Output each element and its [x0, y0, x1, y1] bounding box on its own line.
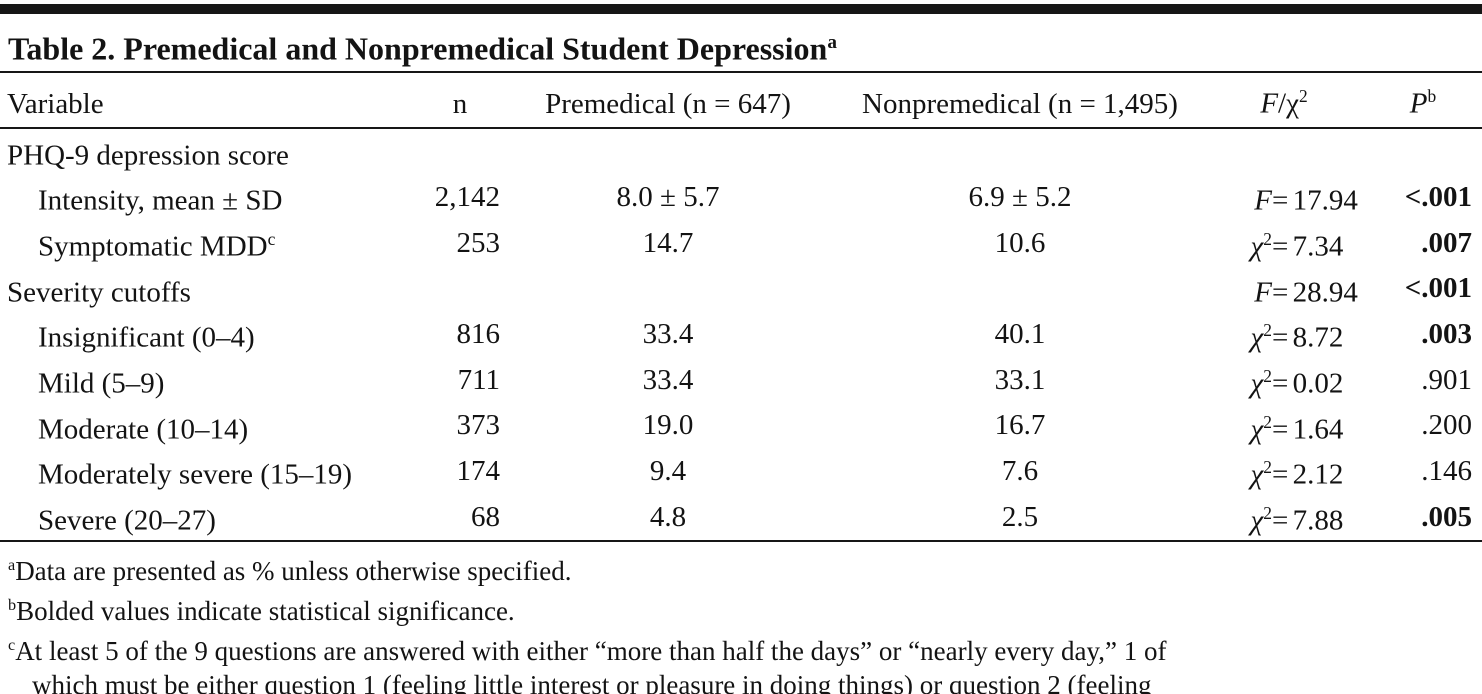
cell-premedical: 14.7	[642, 226, 694, 259]
data-table: Variable n Premedical (n = 647) Nonpreme…	[0, 72, 1482, 542]
table-top-rule	[0, 4, 1482, 14]
title-divider-rule	[0, 70, 1482, 73]
cell-premedical	[500, 128, 836, 175]
footnote-c: cAt least 5 of the 9 questions are answe…	[8, 635, 1167, 666]
table-row: Moderate (10–14) 373 19.0 16.7 χ2= 1.64 …	[0, 403, 1482, 449]
cell-statistic: χ2= 8.72	[1250, 320, 1344, 354]
cell-p-value: .901	[1421, 363, 1472, 396]
cell-p-value: .200	[1421, 409, 1472, 442]
table-row: PHQ-9 depression score	[0, 128, 1482, 175]
cell-nonpremedical	[836, 266, 1204, 312]
cell-n: 253	[456, 226, 501, 259]
row-label: Severity cutoffs	[7, 276, 191, 309]
footnote-b: bBolded values indicate statistical sign…	[8, 595, 515, 626]
cell-nonpremedical: 6.9 ± 5.2	[968, 181, 1072, 214]
cell-nonpremedical: 7.6	[1001, 455, 1039, 488]
cell-nonpremedical: 40.1	[994, 318, 1046, 351]
column-header-n: n	[420, 72, 500, 129]
table-title-superscript: a	[827, 32, 837, 53]
cell-p-value: .007	[1421, 226, 1472, 259]
cell-p-value: .005	[1421, 500, 1472, 533]
column-header-statistic: F/χ2	[1204, 72, 1364, 129]
table-title: Table 2. Premedical and Nonpremedical St…	[0, 14, 1482, 69]
cell-statistic: χ2= 1.64	[1250, 411, 1344, 446]
table-row: Mild (5–9) 711 33.4 33.1 χ2= 0.02 .901	[0, 357, 1482, 403]
cell-nonpremedical: 2.5	[1001, 500, 1039, 533]
footnote-a: aData are presented as % unless otherwis…	[8, 555, 572, 586]
cell-n	[420, 266, 500, 312]
footnote-c-continuation: which must be either question 1 (feeling…	[32, 669, 1152, 694]
row-label: Mild (5–9)	[38, 367, 165, 400]
row-label: Intensity, mean ± SD	[38, 184, 283, 217]
cell-n	[420, 128, 500, 175]
row-label: Moderate (10–14)	[38, 413, 249, 446]
cell-statistic: χ2= 2.12	[1250, 457, 1344, 491]
column-header-variable: Variable	[0, 72, 420, 129]
row-label: Insignificant (0–4)	[38, 321, 255, 354]
table-header-row: Variable n Premedical (n = 647) Nonpreme…	[0, 72, 1482, 129]
cell-p-value: <.001	[1404, 181, 1472, 214]
row-label: Symptomatic MDDc	[38, 228, 276, 263]
cell-premedical: 33.4	[642, 363, 694, 396]
cell-nonpremedical	[836, 128, 1204, 175]
cell-nonpremedical: 10.6	[994, 226, 1046, 259]
column-header-premedical: Premedical (n = 647)	[500, 72, 836, 129]
row-label: Moderately severe (15–19)	[38, 458, 353, 491]
cell-premedical: 9.4	[649, 455, 687, 488]
cell-p-value: .003	[1421, 318, 1472, 351]
cell-p-value	[1364, 128, 1482, 175]
table-row: Moderately severe (15–19) 174 9.4 7.6 χ2…	[0, 448, 1482, 494]
table-footnotes: aData are presented as % unless otherwis…	[0, 542, 1482, 694]
cell-statistic: χ2= 7.88	[1250, 502, 1344, 537]
table-title-text: Table 2. Premedical and Nonpremedical St…	[8, 30, 828, 67]
table-row: Symptomatic MDDc 253 14.7 10.6 χ2= 7.34 …	[0, 220, 1482, 266]
cell-statistic: χ2= 0.02	[1250, 365, 1344, 400]
cell-p-value: .146	[1421, 455, 1472, 488]
cell-p-value: <.001	[1404, 272, 1472, 305]
table-row: Severe (20–27) 68 4.8 2.5 χ2= 7.88 .005	[0, 494, 1482, 541]
table-row: Insignificant (0–4) 816 33.4 40.1 χ2= 8.…	[0, 311, 1482, 357]
cell-premedical: 33.4	[642, 318, 694, 351]
cell-nonpremedical: 16.7	[994, 409, 1046, 442]
cell-n: 174	[456, 455, 501, 488]
row-label: PHQ-9 depression score	[7, 139, 289, 172]
column-header-p-value: Pb	[1364, 72, 1482, 129]
cell-statistic: χ2= 7.34	[1250, 228, 1344, 263]
cell-n: 2,142	[434, 181, 500, 214]
cell-n: 711	[457, 363, 500, 396]
cell-statistic: F= 28.94	[1254, 276, 1358, 309]
cell-statistic	[1204, 128, 1364, 175]
column-header-nonpremedical: Nonpremedical (n = 1,495)	[836, 72, 1204, 129]
cell-premedical: 4.8	[649, 500, 687, 533]
table-row: Severity cutoffs F= 28.94 <.001	[0, 266, 1482, 312]
table-row: Intensity, mean ± SD 2,142 8.0 ± 5.7 6.9…	[0, 174, 1482, 220]
cell-premedical: 19.0	[642, 409, 694, 442]
cell-n: 68	[471, 500, 500, 533]
cell-n: 373	[456, 409, 501, 442]
row-label: Severe (20–27)	[38, 504, 216, 537]
cell-premedical	[500, 266, 836, 312]
cell-premedical: 8.0 ± 5.7	[616, 181, 720, 214]
cell-statistic: F= 17.94	[1254, 184, 1358, 217]
cell-nonpremedical: 33.1	[994, 363, 1046, 396]
cell-n: 816	[456, 318, 501, 351]
